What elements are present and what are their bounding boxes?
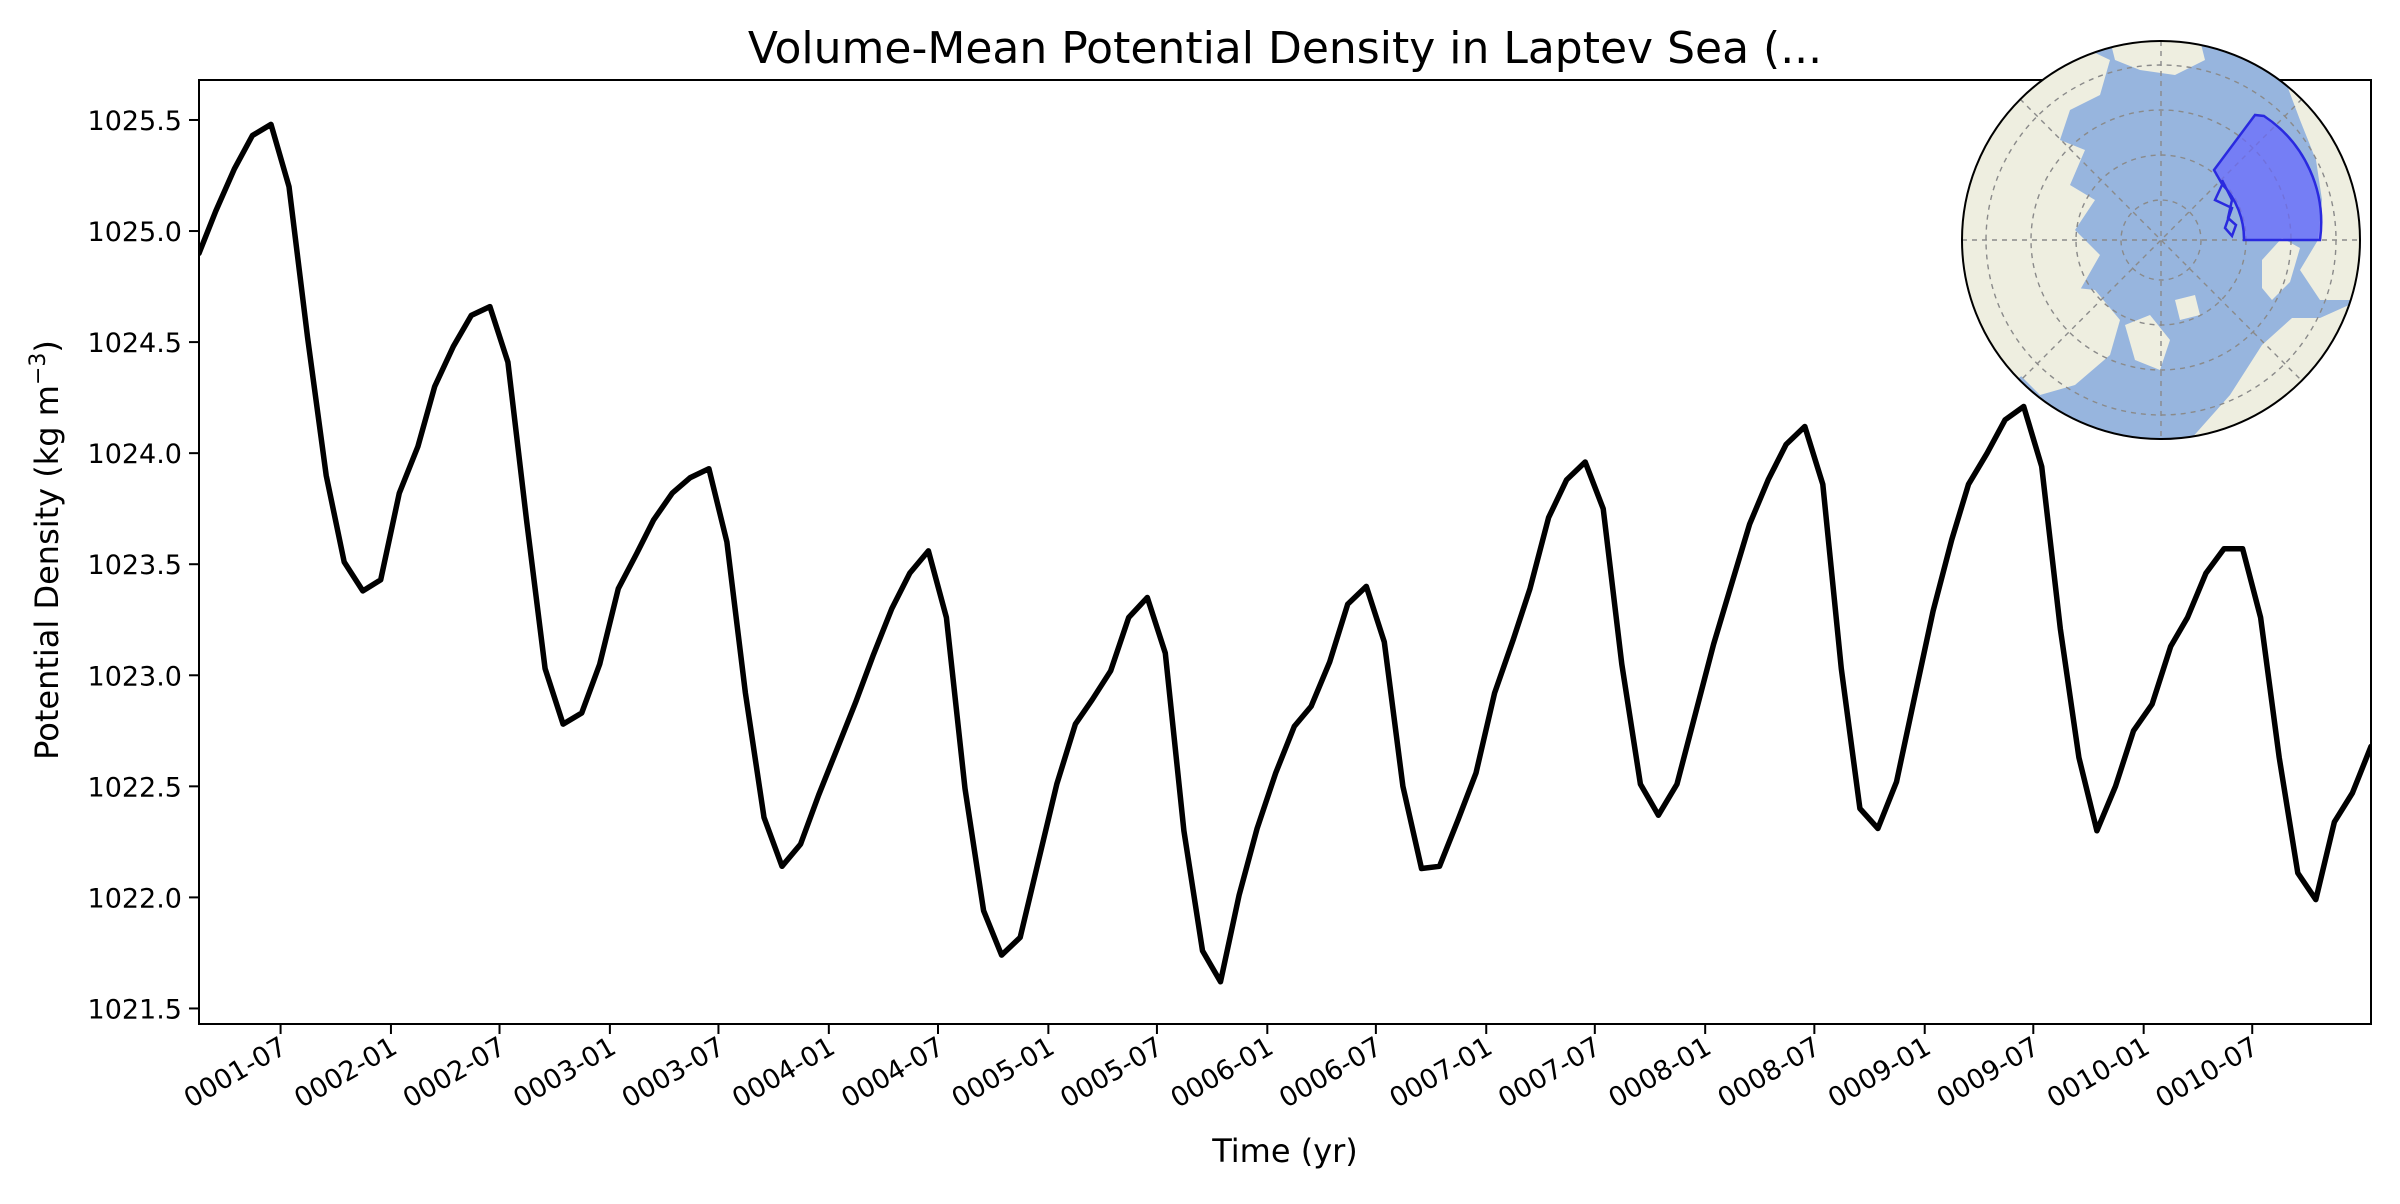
y-tick-label: 1024.0 [88, 439, 182, 470]
chart-title: Volume-Mean Potential Density in Laptev … [748, 23, 1822, 74]
y-tick-label: 1021.5 [88, 994, 182, 1025]
x-tick-label: 0006-01 [1166, 1031, 1279, 1114]
laptev-sea-coastline [2213, 179, 2238, 239]
x-tick-label: 0009-01 [1823, 1031, 1936, 1114]
x-tick-label: 0008-07 [1713, 1031, 1826, 1114]
map-land-greenland-east [2125, 315, 2170, 370]
map-meridian [2019, 98, 2303, 382]
y-tick-label: 1023.5 [88, 550, 182, 581]
y-axis: 1021.5 1022.0 1022.5 1023.0 1023.5 1024.0 1024… [88, 106, 199, 1025]
y-tick-label: 1024.5 [88, 328, 182, 359]
map-land-svalbard [2175, 295, 2200, 320]
y-axis-label-exponent: −3 [26, 353, 51, 385]
x-tick-label: 0002-07 [398, 1031, 511, 1114]
x-tick-label: 0010-01 [2042, 1031, 2155, 1114]
x-tick-label: 0010-07 [2151, 1031, 2264, 1114]
laptev-sea-region [2212, 113, 2323, 242]
y-axis-label-close: ) [28, 340, 66, 352]
x-tick-label: 0006-07 [1274, 1031, 1387, 1114]
x-tick-label: 0008-01 [1603, 1031, 1716, 1114]
inset-map [1961, 40, 2361, 440]
map-border [1961, 40, 2361, 440]
map-latitude-circle [2120, 199, 2202, 281]
y-tick-label: 1023.0 [88, 661, 182, 692]
map-meridian [2019, 98, 2303, 382]
y-tick-label: 1022.0 [88, 883, 182, 914]
x-tick-label: 0009-07 [1932, 1031, 2045, 1114]
x-tick-label: 0004-07 [836, 1031, 949, 1114]
y-tick-label: 1022.5 [88, 772, 182, 803]
x-tick-label: 0005-07 [1055, 1031, 1168, 1114]
x-tick-label: 0001-07 [179, 1031, 292, 1114]
x-tick-label: 0005-01 [947, 1031, 1060, 1114]
series-line [199, 121, 2371, 985]
x-tick-label: 0003-01 [508, 1031, 621, 1114]
x-axis: 0001-070002-010002-070003-010003-070004-… [179, 1024, 2264, 1114]
plot-frame [198, 79, 2372, 1025]
x-tick-label: 0003-07 [617, 1031, 730, 1114]
x-tick-label: 0004-01 [727, 1031, 840, 1114]
x-tick-label: 0002-01 [289, 1031, 402, 1114]
y-axis-label: Potential Density (kg m−3) [26, 340, 66, 760]
x-axis-label: Time (yr) [1211, 1132, 1358, 1170]
x-tick-label: 0007-01 [1385, 1031, 1498, 1114]
y-tick-label: 1025.0 [88, 217, 182, 248]
y-tick-label: 1025.5 [88, 106, 182, 137]
y-axis-label-base: Potential Density (kg m [28, 385, 66, 760]
map-land-greenland [2005, 285, 2120, 395]
x-tick-label: 0007-07 [1493, 1031, 1606, 1114]
